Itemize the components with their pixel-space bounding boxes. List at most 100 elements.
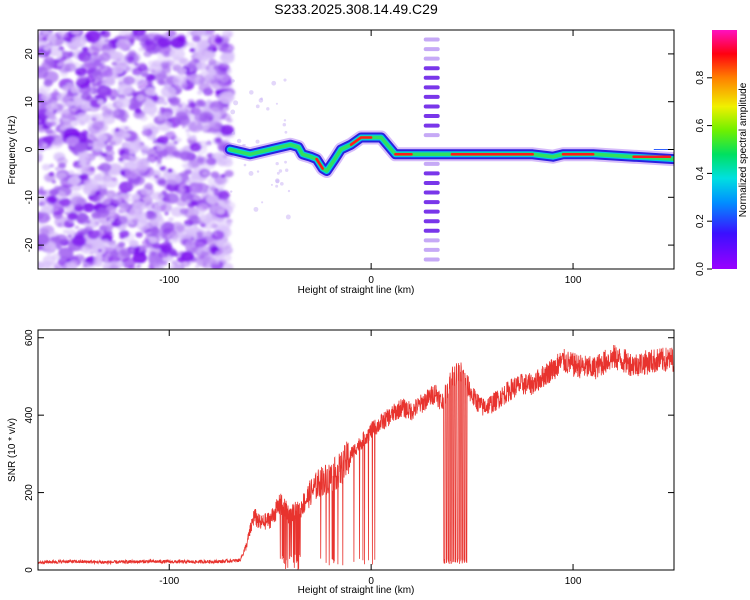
noise-blob xyxy=(155,143,165,151)
noise-blob xyxy=(54,234,68,245)
noise-blob xyxy=(70,30,81,35)
noise-blob xyxy=(211,48,217,52)
noise-blob xyxy=(217,159,227,167)
noise-blob xyxy=(74,231,84,239)
noise-blob xyxy=(135,264,141,269)
noise-blob xyxy=(39,84,51,94)
speckle xyxy=(275,102,278,105)
noise-blob xyxy=(119,229,130,238)
noise-blob xyxy=(159,242,173,253)
comb-tooth xyxy=(423,190,440,195)
noise-blob xyxy=(110,109,120,117)
noise-blob xyxy=(157,37,172,48)
noise-blob xyxy=(38,196,45,203)
noise-blob xyxy=(152,191,164,201)
noise-blob xyxy=(43,46,50,51)
noise-blob xyxy=(116,101,124,107)
speckle xyxy=(249,90,254,95)
noise-blob xyxy=(210,203,226,215)
colorbar-tick-label: 0.0 xyxy=(695,262,706,276)
noise-blob xyxy=(114,130,128,141)
speckle xyxy=(243,143,246,147)
noise-blob xyxy=(51,253,61,260)
comb-tooth xyxy=(423,56,440,61)
noise-blob xyxy=(54,166,60,171)
noise-blob xyxy=(138,47,145,52)
noise-blob xyxy=(157,98,164,104)
noise-blob xyxy=(87,229,100,240)
noise-blob xyxy=(41,124,49,130)
noise-blob xyxy=(147,212,157,220)
noise-blob xyxy=(98,155,105,160)
noise-blob xyxy=(158,250,169,259)
y-tick-label: 600 xyxy=(24,329,35,346)
y-tick-label: 10 xyxy=(24,96,35,108)
noise-blob xyxy=(180,57,190,65)
noise-blob xyxy=(100,30,106,35)
noise-blob xyxy=(201,217,210,225)
speckle xyxy=(285,168,289,172)
noise-blob xyxy=(128,171,135,176)
noise-blob xyxy=(186,133,191,137)
noise-blob xyxy=(104,144,114,152)
noise-blob xyxy=(141,152,147,156)
snr-panel: -100 0 100 0 200 400 600 Height of straight li… xyxy=(7,329,675,596)
speckle xyxy=(275,178,280,183)
noise-blob xyxy=(62,86,70,92)
noise-blob xyxy=(132,90,140,97)
speckle xyxy=(248,170,254,176)
comb-artifact xyxy=(423,37,440,262)
noise-blob xyxy=(100,60,105,64)
noise-blob xyxy=(146,169,162,181)
colorbar-axis: 0.0 0.2 0.4 0.6 0.8 xyxy=(695,70,712,276)
noise-blob xyxy=(89,177,106,190)
noise-blob xyxy=(70,195,86,207)
comb-tooth xyxy=(423,114,440,119)
noise-blob xyxy=(220,124,235,136)
colorbar-tick-label: 0.8 xyxy=(695,70,706,84)
noise-blob xyxy=(60,56,67,62)
noise-blob xyxy=(190,172,201,181)
snr-marks xyxy=(38,344,674,570)
noise-blob xyxy=(213,189,219,194)
noise-blob xyxy=(193,236,208,248)
chart-title: S233.2025.308.14.49.C29 xyxy=(274,1,438,17)
noise-blob xyxy=(164,145,179,156)
noise-blob xyxy=(189,142,202,152)
snr-line xyxy=(38,344,674,570)
speckle xyxy=(256,170,260,173)
noise-blob xyxy=(97,249,102,253)
noise-blob xyxy=(85,30,101,43)
noise-blob xyxy=(188,74,200,83)
noise-blob xyxy=(81,46,89,52)
x-tick-label: 0 xyxy=(368,275,374,286)
speckle xyxy=(253,206,259,212)
spectrogram-marks xyxy=(38,30,674,269)
noise-blob xyxy=(207,34,223,47)
noise-blob xyxy=(139,114,148,122)
noise-blob xyxy=(205,140,212,146)
noise-blob xyxy=(219,75,230,83)
noise-blob xyxy=(117,59,128,68)
noise-blob xyxy=(104,244,115,252)
noise-blob xyxy=(132,201,146,212)
noise-blob xyxy=(100,239,110,247)
noise-blob xyxy=(74,142,88,153)
noise-blob xyxy=(195,247,203,254)
noise-blob xyxy=(217,240,232,252)
noise-blob xyxy=(131,193,141,201)
noise-blob xyxy=(85,95,94,102)
noise-blob xyxy=(96,207,110,218)
noise-blob xyxy=(41,163,51,171)
noise-blob xyxy=(186,33,191,37)
noise-blob xyxy=(54,216,70,228)
noise-blob xyxy=(89,147,95,152)
noise-blob xyxy=(219,91,235,104)
noise-blob xyxy=(80,77,87,83)
noise-blob xyxy=(74,253,85,262)
noise-blob xyxy=(206,194,219,205)
speckle xyxy=(230,109,236,115)
noise-blob xyxy=(170,37,186,49)
noise-blob xyxy=(148,255,164,267)
noise-blob xyxy=(79,247,85,252)
